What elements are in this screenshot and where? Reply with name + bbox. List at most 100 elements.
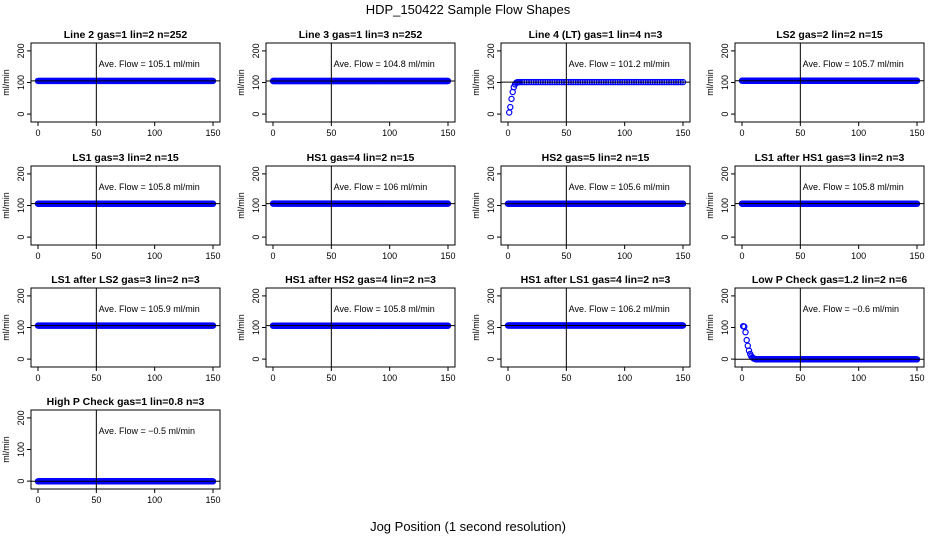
figure-x-label: Jog Position (1 second resolution) <box>370 519 566 534</box>
y-tick-label: 100 <box>251 320 261 335</box>
y-tick-label: 0 <box>720 235 730 240</box>
average-annotation: Ave. Flow = −0.5 ml/min <box>99 426 195 436</box>
panel-title: HS1 after LS1 gas=4 lin=2 n=3 <box>521 274 671 286</box>
x-tick-label: 0 <box>505 251 510 261</box>
average-annotation: Ave. Flow = 101.2 ml/min <box>569 59 670 69</box>
plot-frame <box>30 409 221 490</box>
y-tick-label: 100 <box>720 320 730 335</box>
y-axis-label: ml/min <box>705 192 715 219</box>
figure-title: HDP_150422 Sample Flow Shapes <box>365 2 571 17</box>
y-tick-label: 0 <box>16 479 26 484</box>
y-tick-label: 200 <box>16 166 26 181</box>
x-tick-label: 0 <box>270 128 275 138</box>
panel-title: Line 3 gas=1 lin=3 n=252 <box>299 29 423 41</box>
panel-5: LS1 gas=3 lin=2 n=15 ml/min Ave. Flow = 10… <box>1 152 221 261</box>
average-annotation: Ave. Flow = 106.2 ml/min <box>569 304 670 314</box>
panel-1: Line 2 gas=1 lin=2 n=252 ml/min Ave. Flow … <box>1 29 221 138</box>
panel-9: LS1 after LS2 gas=3 lin=2 n=3 ml/min Ave. … <box>1 274 221 383</box>
x-tick-label: 50 <box>561 128 571 138</box>
data-point <box>508 95 515 103</box>
y-axis-label: ml/min <box>236 314 246 341</box>
panel-title: HS2 gas=5 lin=2 n=15 <box>542 152 650 164</box>
panel-title: High P Check gas=1 lin=0.8 n=3 <box>47 396 205 408</box>
x-tick-label: 50 <box>91 128 101 138</box>
x-tick-label: 100 <box>851 251 866 261</box>
y-tick-label: 0 <box>16 357 26 362</box>
panel-2: Line 3 gas=1 lin=3 n=252 ml/min Ave. Flow … <box>236 29 456 138</box>
y-tick-label: 200 <box>720 43 730 58</box>
x-tick-label: 150 <box>675 128 690 138</box>
x-tick-label: 50 <box>91 251 101 261</box>
x-tick-label: 100 <box>851 128 866 138</box>
x-tick-label: 100 <box>617 251 632 261</box>
y-tick-label: 0 <box>251 235 261 240</box>
y-axis-label: ml/min <box>471 69 481 96</box>
y-axis-label: ml/min <box>1 69 11 96</box>
panel-13: High P Check gas=1 lin=0.8 n=3 ml/min Ave.… <box>1 396 221 505</box>
x-tick-label: 0 <box>35 495 40 505</box>
x-tick-label: 100 <box>147 128 162 138</box>
y-tick-label: 0 <box>251 357 261 362</box>
panel-12: Low P Check gas=1.2 lin=2 n=6 ml/min Ave. … <box>705 274 925 383</box>
x-tick-label: 0 <box>739 128 744 138</box>
y-tick-label: 200 <box>720 288 730 303</box>
x-tick-label: 50 <box>795 251 805 261</box>
panel-title: Line 2 gas=1 lin=2 n=252 <box>64 29 188 41</box>
y-tick-label: 200 <box>486 43 496 58</box>
panel-title: Line 4 (LT) gas=1 lin=4 n=3 <box>529 29 663 41</box>
x-tick-label: 150 <box>205 373 220 383</box>
y-tick-label: 100 <box>16 320 26 335</box>
average-annotation: Ave. Flow = 105.1 ml/min <box>99 59 200 69</box>
y-tick-label: 0 <box>251 112 261 117</box>
x-tick-label: 150 <box>205 495 220 505</box>
y-tick-label: 200 <box>251 288 261 303</box>
y-axis-label: ml/min <box>1 314 11 341</box>
x-tick-label: 150 <box>205 128 220 138</box>
panel-11: HS1 after LS1 gas=4 lin=2 n=3 ml/min Ave. … <box>471 274 691 383</box>
x-tick-label: 0 <box>739 251 744 261</box>
data-point <box>741 323 748 330</box>
x-tick-label: 150 <box>205 251 220 261</box>
x-tick-label: 50 <box>326 373 336 383</box>
average-annotation: Ave. Flow = 105.8 ml/min <box>99 182 200 192</box>
y-axis-label: ml/min <box>1 192 11 219</box>
panel-8: LS1 after HS1 gas=3 lin=2 n=3 ml/min Ave. … <box>705 152 925 261</box>
x-tick-label: 100 <box>617 373 632 383</box>
x-tick-label: 150 <box>440 251 455 261</box>
x-tick-label: 50 <box>795 373 805 383</box>
y-axis-label: ml/min <box>705 314 715 341</box>
x-tick-label: 50 <box>326 128 336 138</box>
y-tick-label: 100 <box>486 198 496 213</box>
y-tick-label: 0 <box>720 357 730 362</box>
x-tick-label: 100 <box>147 495 162 505</box>
y-tick-label: 100 <box>16 442 26 457</box>
panel-title: LS2 gas=2 lin=2 n=15 <box>776 29 883 41</box>
x-tick-label: 100 <box>147 373 162 383</box>
y-tick-label: 0 <box>486 357 496 362</box>
y-axis-label: ml/min <box>1 436 11 463</box>
x-tick-label: 0 <box>505 373 510 383</box>
x-tick-label: 150 <box>440 128 455 138</box>
y-tick-label: 100 <box>720 75 730 90</box>
panel-title: LS1 after LS2 gas=3 lin=2 n=3 <box>51 274 200 286</box>
y-tick-label: 200 <box>16 288 26 303</box>
y-tick-label: 200 <box>720 166 730 181</box>
x-tick-label: 150 <box>440 373 455 383</box>
average-annotation: Ave. Flow = 105.6 ml/min <box>569 182 670 192</box>
plot-frame <box>734 287 925 368</box>
average-annotation: Ave. Flow = 106 ml/min <box>334 182 428 192</box>
x-tick-label: 0 <box>505 128 510 138</box>
panel-4: LS2 gas=2 lin=2 n=15 ml/min Ave. Flow = 10… <box>705 29 925 138</box>
data-point <box>742 329 749 336</box>
x-tick-label: 50 <box>91 495 101 505</box>
x-tick-label: 50 <box>326 251 336 261</box>
y-tick-label: 200 <box>251 166 261 181</box>
y-tick-label: 0 <box>486 235 496 240</box>
x-tick-label: 0 <box>35 373 40 383</box>
panel-title: HS1 gas=4 lin=2 n=15 <box>307 152 415 164</box>
x-tick-label: 100 <box>382 373 397 383</box>
panel-title: HS1 after HS2 gas=4 lin=2 n=3 <box>285 274 436 286</box>
x-tick-label: 150 <box>675 251 690 261</box>
x-tick-label: 100 <box>382 251 397 261</box>
